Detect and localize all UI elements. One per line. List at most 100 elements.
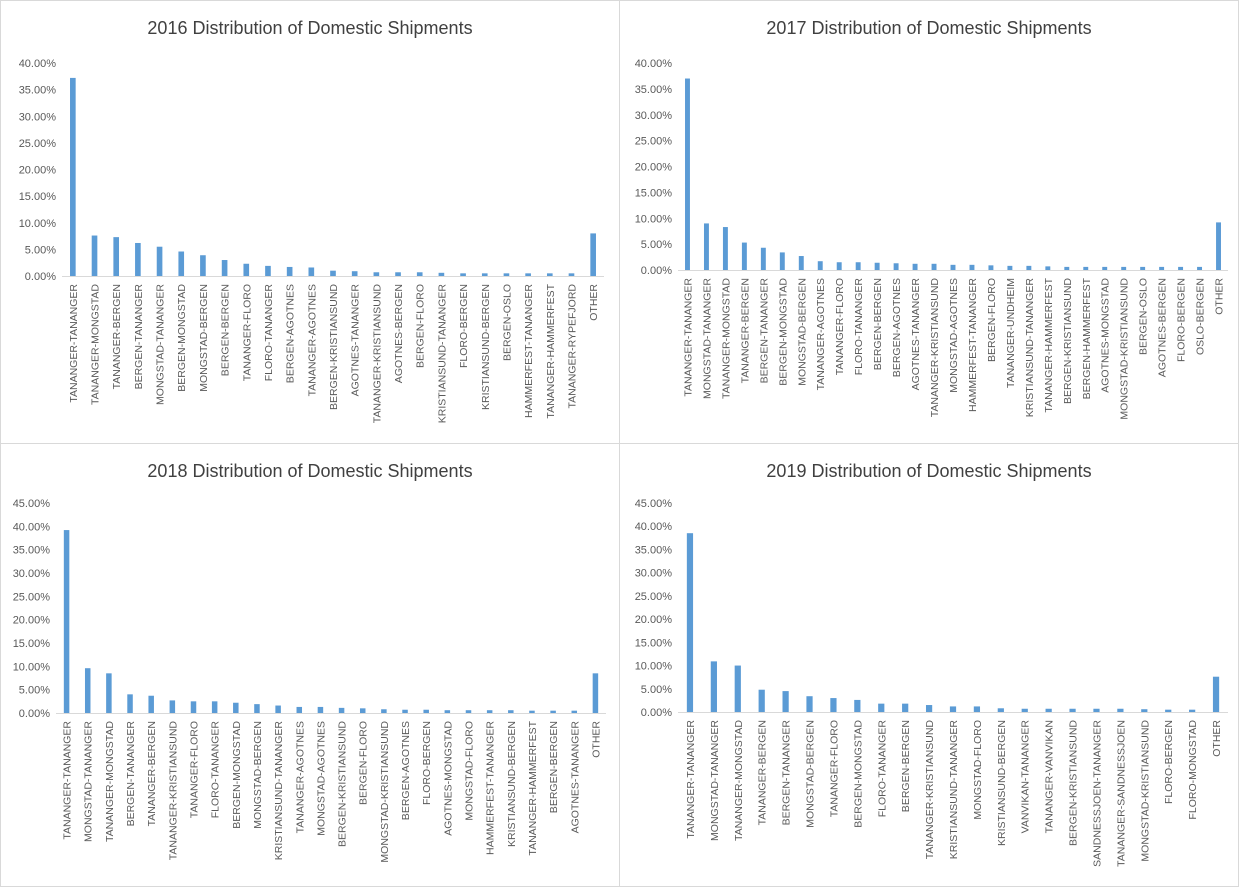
bar bbox=[1045, 708, 1052, 712]
x-tick-label: MONGSTAD-KRISTIANSUND bbox=[1119, 278, 1131, 420]
y-tick-label: 0.00% bbox=[641, 265, 672, 277]
bar bbox=[330, 270, 336, 276]
x-tick-label: MONGSTAD-FLORO bbox=[464, 721, 476, 821]
x-tick-label: TANANGER-AGOTNES bbox=[306, 284, 318, 396]
x-tick-label: AGOTNES-BERGEN bbox=[393, 284, 405, 383]
bar bbox=[91, 235, 98, 276]
bar bbox=[1102, 266, 1108, 270]
x-tick-label: AGOTNES-TANANGER bbox=[350, 284, 362, 397]
x-tick-label: AGOTNES-TANANGER bbox=[569, 721, 581, 834]
x-tick-label: MONGSTAD-FLORO bbox=[972, 720, 984, 820]
y-tick-label: 25.00% bbox=[19, 138, 57, 150]
bar bbox=[1064, 266, 1070, 270]
x-tick-label: BERGEN-OSLO bbox=[1138, 278, 1150, 355]
bar bbox=[135, 242, 141, 276]
bar bbox=[359, 708, 366, 713]
y-tick-label: 5.00% bbox=[19, 685, 50, 697]
y-tick-label: 5.00% bbox=[641, 239, 672, 251]
y-tick-label: 35.00% bbox=[635, 84, 673, 96]
bar bbox=[395, 272, 401, 276]
bar bbox=[1165, 709, 1172, 712]
x-tick-label: BERGEN-KRISTIANSUND bbox=[328, 284, 340, 410]
x-tick-label: TANANGER-TANANGER bbox=[62, 721, 74, 840]
bar bbox=[1069, 708, 1076, 712]
x-tick-label: SANDNESSJOEN-TANANGER bbox=[1091, 720, 1103, 867]
bar bbox=[296, 706, 303, 713]
x-tick-label: OTHER bbox=[588, 284, 600, 321]
x-tick-label: TANANGER-BERGEN bbox=[739, 278, 751, 383]
y-tick-label: 20.00% bbox=[635, 162, 673, 174]
y-tick-label: 0.00% bbox=[25, 271, 56, 283]
y-tick-label: 0.00% bbox=[19, 708, 50, 720]
bar bbox=[1045, 266, 1051, 270]
y-tick-label: 10.00% bbox=[19, 218, 57, 230]
x-tick-label: MONGSTAD-KRISTIANSUND bbox=[1139, 720, 1151, 862]
bar bbox=[508, 710, 514, 713]
bar bbox=[265, 265, 271, 276]
chart-title: 2019 Distribution of Domestic Shipments bbox=[766, 461, 1092, 481]
x-tick-label: MONGSTAD-KRISTIANSUND bbox=[379, 721, 391, 863]
x-tick-label: MONGSTAD-BERGEN bbox=[198, 284, 210, 392]
x-tick-label: HAMMERFEST-TANANGER bbox=[523, 284, 535, 418]
y-tick-label: 35.00% bbox=[19, 85, 57, 97]
y-tick-label: 5.00% bbox=[641, 684, 672, 696]
x-tick-label: BERGEN-KRISTIANSUND bbox=[337, 721, 349, 847]
bar bbox=[254, 704, 260, 713]
bar bbox=[758, 689, 765, 712]
bar bbox=[169, 700, 176, 713]
bar bbox=[571, 710, 578, 713]
x-tick-label: TANANGER-TANANGER bbox=[685, 720, 697, 839]
bar bbox=[779, 252, 785, 270]
bar bbox=[529, 710, 535, 713]
y-tick-label: 10.00% bbox=[635, 213, 673, 225]
bar bbox=[830, 698, 837, 712]
y-tick-label: 35.00% bbox=[13, 545, 51, 557]
bar-chart-2019: 0.00% 5.00% 10.00% 15.00% 20.00% 25.00% 30.00%… bbox=[635, 498, 1228, 867]
x-tick-label: AGOTNES-MONGSTAD bbox=[1100, 278, 1112, 393]
y-tick-label: 25.00% bbox=[635, 591, 673, 603]
x-tick-label: TANANGER-AGOTNES bbox=[815, 278, 827, 390]
x-tick-label: BERGEN-MONGSTAD bbox=[176, 284, 188, 392]
bar bbox=[550, 710, 556, 713]
bar bbox=[1159, 266, 1165, 270]
x-tick-label: HAMMERFEST-TANANGER bbox=[967, 278, 979, 412]
x-tick-label: KRISTIANSUND-BERGEN bbox=[506, 721, 518, 847]
bar bbox=[211, 701, 218, 713]
chart-panel-2017: 0.00% 5.00% 10.00% 15.00% 20.00% 25.00% 30.00%… bbox=[619, 0, 1239, 444]
chart-title: 2018 Distribution of Domestic Shipments bbox=[147, 461, 473, 481]
bar bbox=[113, 237, 120, 276]
bar bbox=[84, 668, 91, 713]
x-tick-label: BERGEN-AGOTNES bbox=[285, 284, 297, 383]
x-tick-label: FLORO-BERGEN bbox=[1163, 720, 1175, 804]
bar-chart-2017: 0.00% 5.00% 10.00% 15.00% 20.00% 25.00% 30.00%… bbox=[635, 58, 1228, 420]
x-tick-label: TANANGER-FLORO bbox=[834, 278, 846, 375]
x-tick-label: FLORO-TANANGER bbox=[263, 284, 275, 382]
bar bbox=[1216, 222, 1221, 270]
bar bbox=[722, 227, 728, 270]
bar bbox=[308, 267, 315, 276]
bar bbox=[1141, 709, 1148, 712]
chart-panel-2016: 0.00% 5.00% 10.00% 15.00% 20.00% 25.00% 30.00%… bbox=[0, 0, 620, 444]
bar bbox=[568, 273, 575, 276]
x-tick-label: BERGEN-KRISTIANSUND bbox=[1062, 278, 1074, 404]
bar bbox=[590, 233, 596, 276]
x-tick-label: BERGEN-TANANGER bbox=[781, 720, 793, 826]
bar bbox=[190, 701, 197, 713]
bar bbox=[243, 263, 250, 276]
bar bbox=[734, 665, 741, 712]
bar bbox=[546, 273, 553, 276]
bar bbox=[127, 694, 133, 713]
y-tick-label: 15.00% bbox=[13, 638, 51, 650]
x-tick-label: TANANGER-FLORO bbox=[828, 720, 840, 817]
x-tick-label: MONGSTAD-AGOTNES bbox=[948, 278, 960, 393]
bar-chart-2018: 0.00% 5.00% 10.00% 15.00% 20.00% 25.00% 30.00%… bbox=[13, 498, 606, 863]
x-tick-label: TANANGER-MONGSTAD bbox=[720, 278, 732, 399]
bar bbox=[969, 264, 975, 270]
bar bbox=[63, 530, 70, 713]
bar bbox=[1140, 266, 1146, 270]
x-tick-label: BERGEN-BERGEN bbox=[872, 278, 884, 370]
bar bbox=[685, 78, 690, 271]
bar bbox=[481, 273, 488, 276]
bar bbox=[70, 77, 76, 276]
bar bbox=[878, 703, 885, 712]
